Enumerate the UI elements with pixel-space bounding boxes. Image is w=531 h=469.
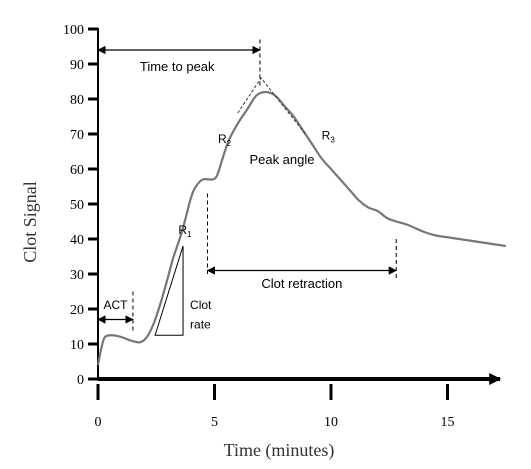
- peak-angle-label: Peak angle: [249, 152, 314, 167]
- x-tick-label: 15: [441, 415, 455, 430]
- y-tick-label: 100: [63, 23, 84, 38]
- clot-retraction-label: Clot retraction: [261, 276, 342, 291]
- x-tick-label: 10: [324, 415, 338, 430]
- y-tick-label: 90: [70, 58, 84, 73]
- r3-label: R3: [322, 128, 336, 144]
- y-tick-label: 80: [70, 93, 84, 108]
- time-to-peak-label: Time to peak: [140, 59, 215, 74]
- x-tick-label: 5: [211, 415, 218, 430]
- x-axis-label: Time (minutes): [224, 440, 335, 461]
- y-tick-label: 50: [70, 198, 84, 213]
- y-ticks: 0 10 20 30 40 50 60 70 80 90 100: [63, 23, 98, 388]
- clot-rate-triangle: [154, 245, 184, 336]
- x-tick-label: 0: [95, 415, 102, 430]
- y-tick-label: 20: [70, 303, 84, 318]
- r1-label: R1: [178, 223, 192, 239]
- clot-rate-label-line1: Clot: [190, 298, 212, 312]
- peak-angle-tangents: [237, 77, 306, 135]
- y-tick-label: 40: [70, 233, 84, 248]
- y-axis-label: Clot Signal: [20, 181, 40, 263]
- y-tick-label: 10: [70, 338, 84, 353]
- y-tick-label: 70: [70, 128, 84, 143]
- y-tick-label: 30: [70, 268, 84, 283]
- y-tick-label: 60: [70, 163, 84, 178]
- clot-signal-line: [96, 90, 506, 366]
- x-ticks: 0 5 10 15: [95, 384, 455, 430]
- act-label: ACT: [103, 298, 128, 312]
- y-tick-label: 0: [77, 373, 84, 388]
- clot-rate-label-line2: rate: [190, 317, 211, 331]
- r2-label: R2: [218, 132, 232, 148]
